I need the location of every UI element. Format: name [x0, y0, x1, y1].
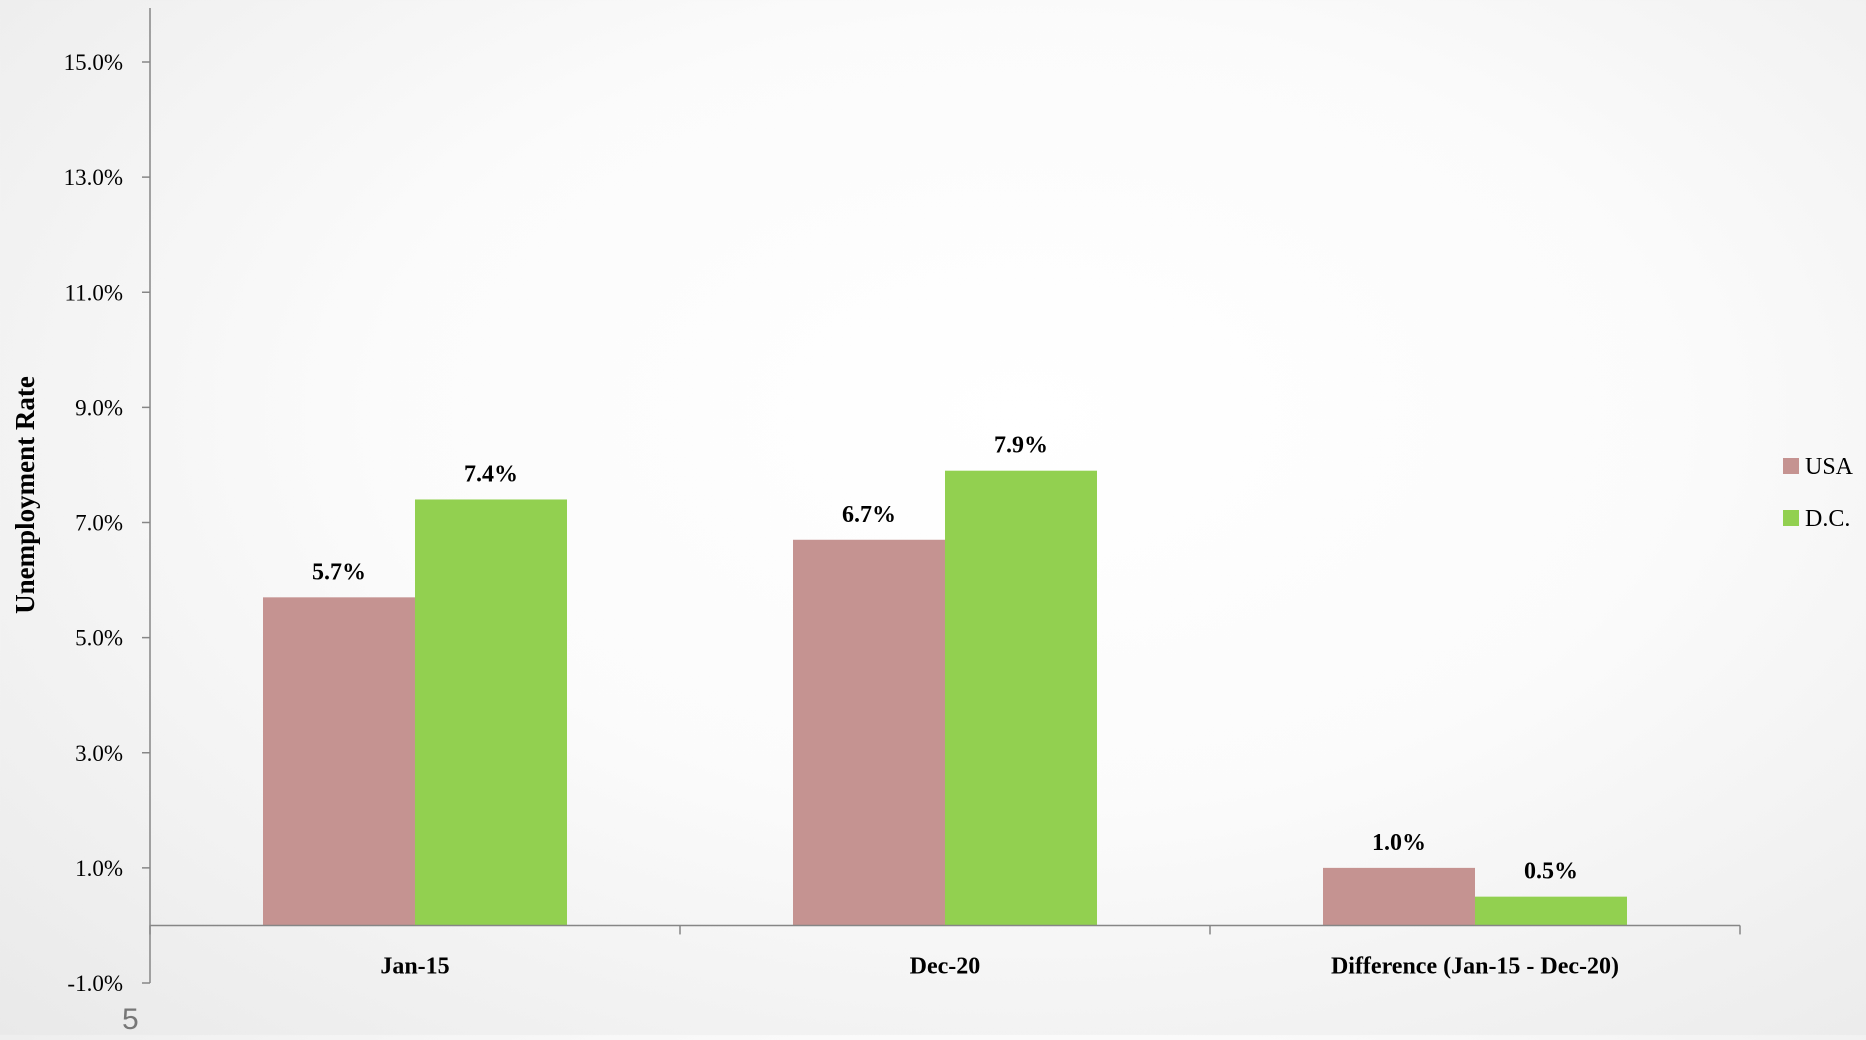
bar-dc-1 — [945, 470, 1097, 926]
bar-usa-1 — [793, 539, 945, 926]
data-labels: 5.7% 7.4% 6.7% 7.9% 1.0% 0.5% — [312, 433, 1578, 885]
y-tick-label: 3.0% — [75, 741, 123, 766]
y-tick-label: 15.0% — [64, 50, 123, 75]
y-axis-title: Unemployment Rate — [10, 376, 40, 614]
axes — [149, 8, 1741, 983]
bar-usa-0 — [263, 597, 415, 926]
data-label: 7.9% — [994, 433, 1048, 459]
x-category-label: Difference (Jan-15 - Dec-20) — [1331, 953, 1619, 979]
bars — [263, 470, 1627, 926]
y-tick-label: 5.0% — [75, 626, 123, 651]
x-category-label: Dec-20 — [910, 953, 981, 979]
data-label: 0.5% — [1524, 859, 1578, 885]
data-label: 7.4% — [464, 461, 518, 487]
bar-dc-2 — [1475, 896, 1627, 926]
data-label: 5.7% — [312, 559, 366, 585]
bar-usa-2 — [1323, 867, 1475, 926]
bar-dc-0 — [415, 499, 567, 926]
data-label: 6.7% — [842, 502, 896, 528]
legend-swatch — [1783, 458, 1799, 474]
data-label: 1.0% — [1372, 830, 1426, 856]
legend-swatch — [1783, 510, 1799, 526]
y-tick-label: 1.0% — [75, 856, 123, 881]
y-tick-label: 7.0% — [75, 511, 123, 536]
slide-number: 5 — [122, 1003, 139, 1036]
category-labels: Jan-15 Dec-20 Difference (Jan-15 - Dec-20) — [380, 953, 1619, 979]
y-tick-label: -1.0% — [67, 971, 123, 996]
y-axis-ticks: -1.0% 1.0% 3.0% 5.0% 7.0% 9.0% 11.0% 13.0% 15.0% — [64, 50, 150, 996]
legend-label: USA — [1805, 454, 1854, 480]
y-tick-label: 9.0% — [75, 395, 123, 420]
y-tick-label: 11.0% — [64, 280, 123, 305]
x-category-label: Jan-15 — [380, 953, 449, 979]
y-tick-label: 13.0% — [64, 165, 123, 190]
legend-label: D.C. — [1805, 506, 1850, 532]
legend: USA D.C. — [1783, 454, 1854, 532]
